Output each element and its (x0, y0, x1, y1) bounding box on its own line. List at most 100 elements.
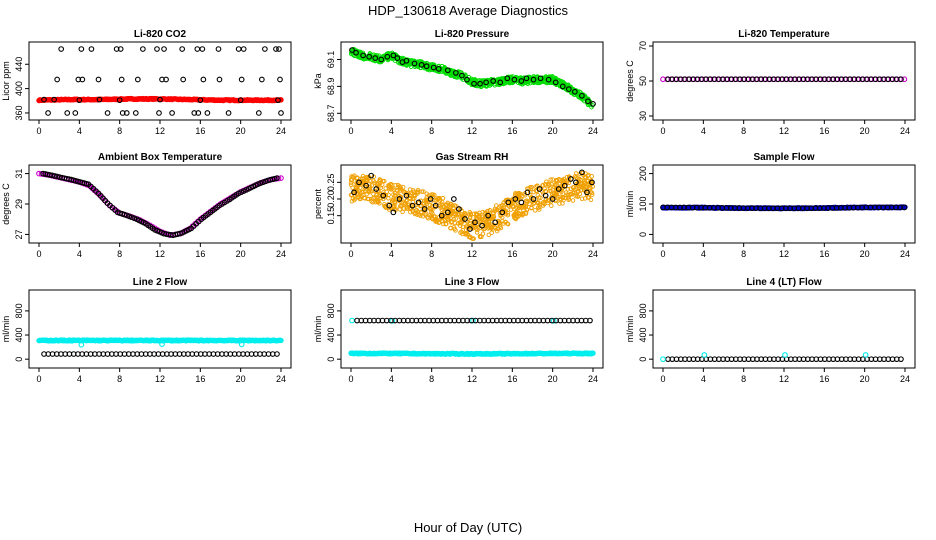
data-point (352, 197, 357, 203)
data-point (567, 176, 574, 182)
x-tick-label: 24 (900, 126, 910, 136)
data-point (262, 46, 268, 52)
data-point (575, 194, 581, 199)
data-point (701, 352, 708, 358)
x-tick-label: 8 (741, 126, 746, 136)
data-point (536, 200, 541, 206)
data-point (392, 203, 397, 209)
data-point (385, 57, 391, 63)
data-point (502, 209, 507, 215)
data-point (199, 46, 206, 52)
data-point (407, 195, 413, 201)
data-point (163, 76, 169, 83)
series-1 (348, 350, 596, 357)
y-tick-label: 200 (638, 166, 648, 181)
panel-title: Gas Stream RH (436, 152, 509, 163)
x-tick-label: 16 (819, 126, 829, 136)
panel-title: Li-820 Temperature (738, 29, 830, 40)
series-2 (660, 204, 908, 212)
data-point (427, 196, 434, 202)
data-point (557, 201, 562, 206)
panel-title: Li-820 Pressure (435, 29, 510, 40)
data-point (485, 226, 491, 231)
x-tick-label: 24 (588, 374, 598, 384)
data-point (536, 205, 541, 210)
data-point (392, 193, 398, 198)
x-tick-label: 0 (348, 374, 353, 384)
data-point (537, 75, 544, 82)
series-1 (36, 337, 284, 344)
data-point (413, 210, 418, 216)
data-point (577, 176, 582, 182)
data-point (275, 97, 281, 104)
data-point (580, 92, 586, 97)
data-point (386, 202, 393, 209)
data-point (535, 192, 541, 198)
data-point (563, 195, 569, 201)
data-point (374, 193, 379, 198)
data-point (75, 76, 82, 83)
data-point (520, 211, 526, 217)
data-point (359, 189, 365, 195)
y-tick-label: 31 (14, 169, 24, 179)
data-point (72, 110, 79, 116)
x-tick-label: 0 (36, 374, 41, 384)
data-point (349, 198, 355, 204)
data-point (278, 337, 284, 344)
data-point (422, 212, 428, 217)
x-tick-label: 4 (701, 249, 706, 259)
data-point (487, 208, 493, 213)
data-point (276, 46, 282, 52)
data-point (49, 172, 55, 179)
data-point (589, 174, 595, 179)
y-tick-label: 400 (14, 81, 24, 96)
data-point (547, 182, 552, 187)
data-point (113, 46, 120, 52)
data-point (512, 216, 518, 221)
data-point (898, 356, 904, 363)
data-point (273, 46, 279, 52)
data-point (235, 46, 242, 52)
data-point (474, 230, 480, 235)
data-point (398, 185, 403, 191)
data-point (360, 173, 366, 179)
x-tick-label: 0 (348, 249, 353, 259)
y-axis-label: percent (313, 188, 323, 219)
data-point (382, 202, 387, 207)
y-tick-label: 360 (14, 105, 24, 120)
data-point (527, 80, 533, 86)
x-tick-label: 16 (507, 249, 517, 259)
y-tick-label: 400 (638, 328, 648, 343)
data-point (548, 177, 553, 182)
y-tick-label: 50 (638, 76, 648, 86)
x-tick-label: 4 (389, 126, 394, 136)
data-point (390, 209, 397, 216)
data-point (128, 214, 135, 221)
data-point (361, 176, 367, 181)
y-axis-label: ml/min (625, 191, 635, 218)
data-point (373, 186, 380, 192)
x-tick-label: 16 (819, 374, 829, 384)
plot-area (348, 169, 595, 241)
data-point (448, 225, 453, 231)
data-point (363, 182, 369, 189)
data-point (577, 89, 582, 94)
data-point (436, 220, 442, 226)
data-point (132, 110, 139, 116)
data-point (543, 74, 549, 79)
x-tick-label: 8 (741, 249, 746, 259)
data-point (545, 76, 552, 83)
data-point (589, 179, 595, 186)
data-point (549, 191, 555, 197)
data-point (409, 202, 416, 209)
data-point (461, 215, 466, 220)
data-point (51, 173, 58, 179)
data-point (161, 46, 167, 52)
y-tick-label: 0 (326, 357, 336, 362)
data-point (238, 341, 245, 348)
data-point (466, 234, 472, 240)
data-point (442, 210, 447, 215)
data-point (501, 80, 506, 86)
